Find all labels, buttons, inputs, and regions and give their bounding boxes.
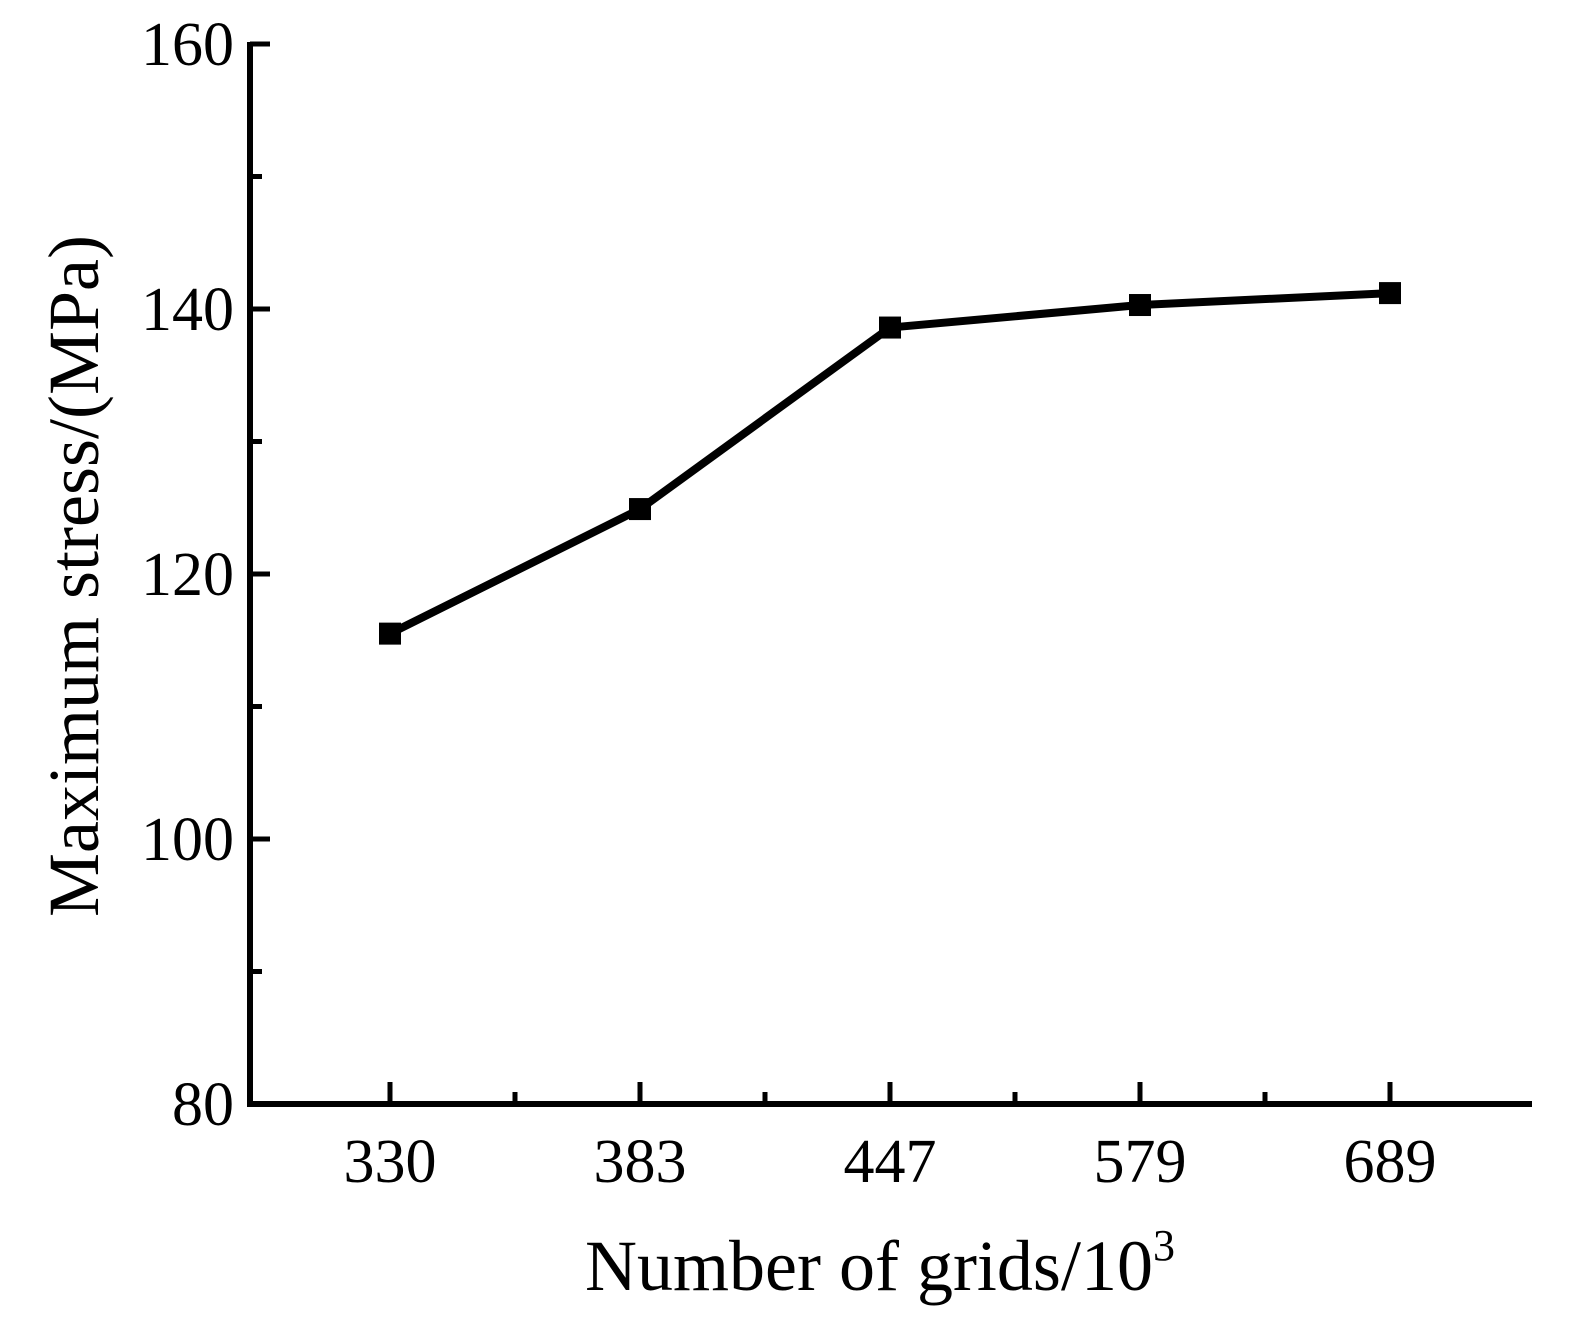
x-ticks: 330 383 447 579 689 <box>344 1082 1437 1196</box>
axes <box>247 42 1532 1107</box>
y-axis-title: Maximum stress/(MPa) <box>34 235 114 917</box>
y-tick-label: 120 <box>141 541 234 609</box>
data-point-marker <box>1379 282 1401 305</box>
y-tick-label: 80 <box>172 1071 234 1139</box>
x-tick-label: 383 <box>594 1128 687 1196</box>
y-tick-label: 160 <box>141 11 234 79</box>
series-line <box>388 289 1391 638</box>
data-point-marker <box>879 316 901 339</box>
y-tick-label: 140 <box>141 276 234 344</box>
x-tick-label: 330 <box>344 1128 437 1196</box>
x-tick-label: 579 <box>1094 1128 1187 1196</box>
x-tick-label: 447 <box>844 1128 937 1196</box>
data-point-marker <box>379 622 401 645</box>
x-tick-label: 689 <box>1344 1128 1437 1196</box>
data-point-marker <box>629 498 651 521</box>
data-point-marker <box>1129 294 1151 317</box>
x-axis-title-superscript: 3 <box>1153 1221 1175 1270</box>
x-axis-title-text: Number of grids/10 <box>585 1226 1153 1306</box>
series <box>379 282 1401 645</box>
y-ticks: 80 100 120 140 160 <box>141 11 270 1139</box>
y-tick-label: 100 <box>141 806 234 874</box>
x-axis-title: Number of grids/103 <box>585 1221 1175 1306</box>
